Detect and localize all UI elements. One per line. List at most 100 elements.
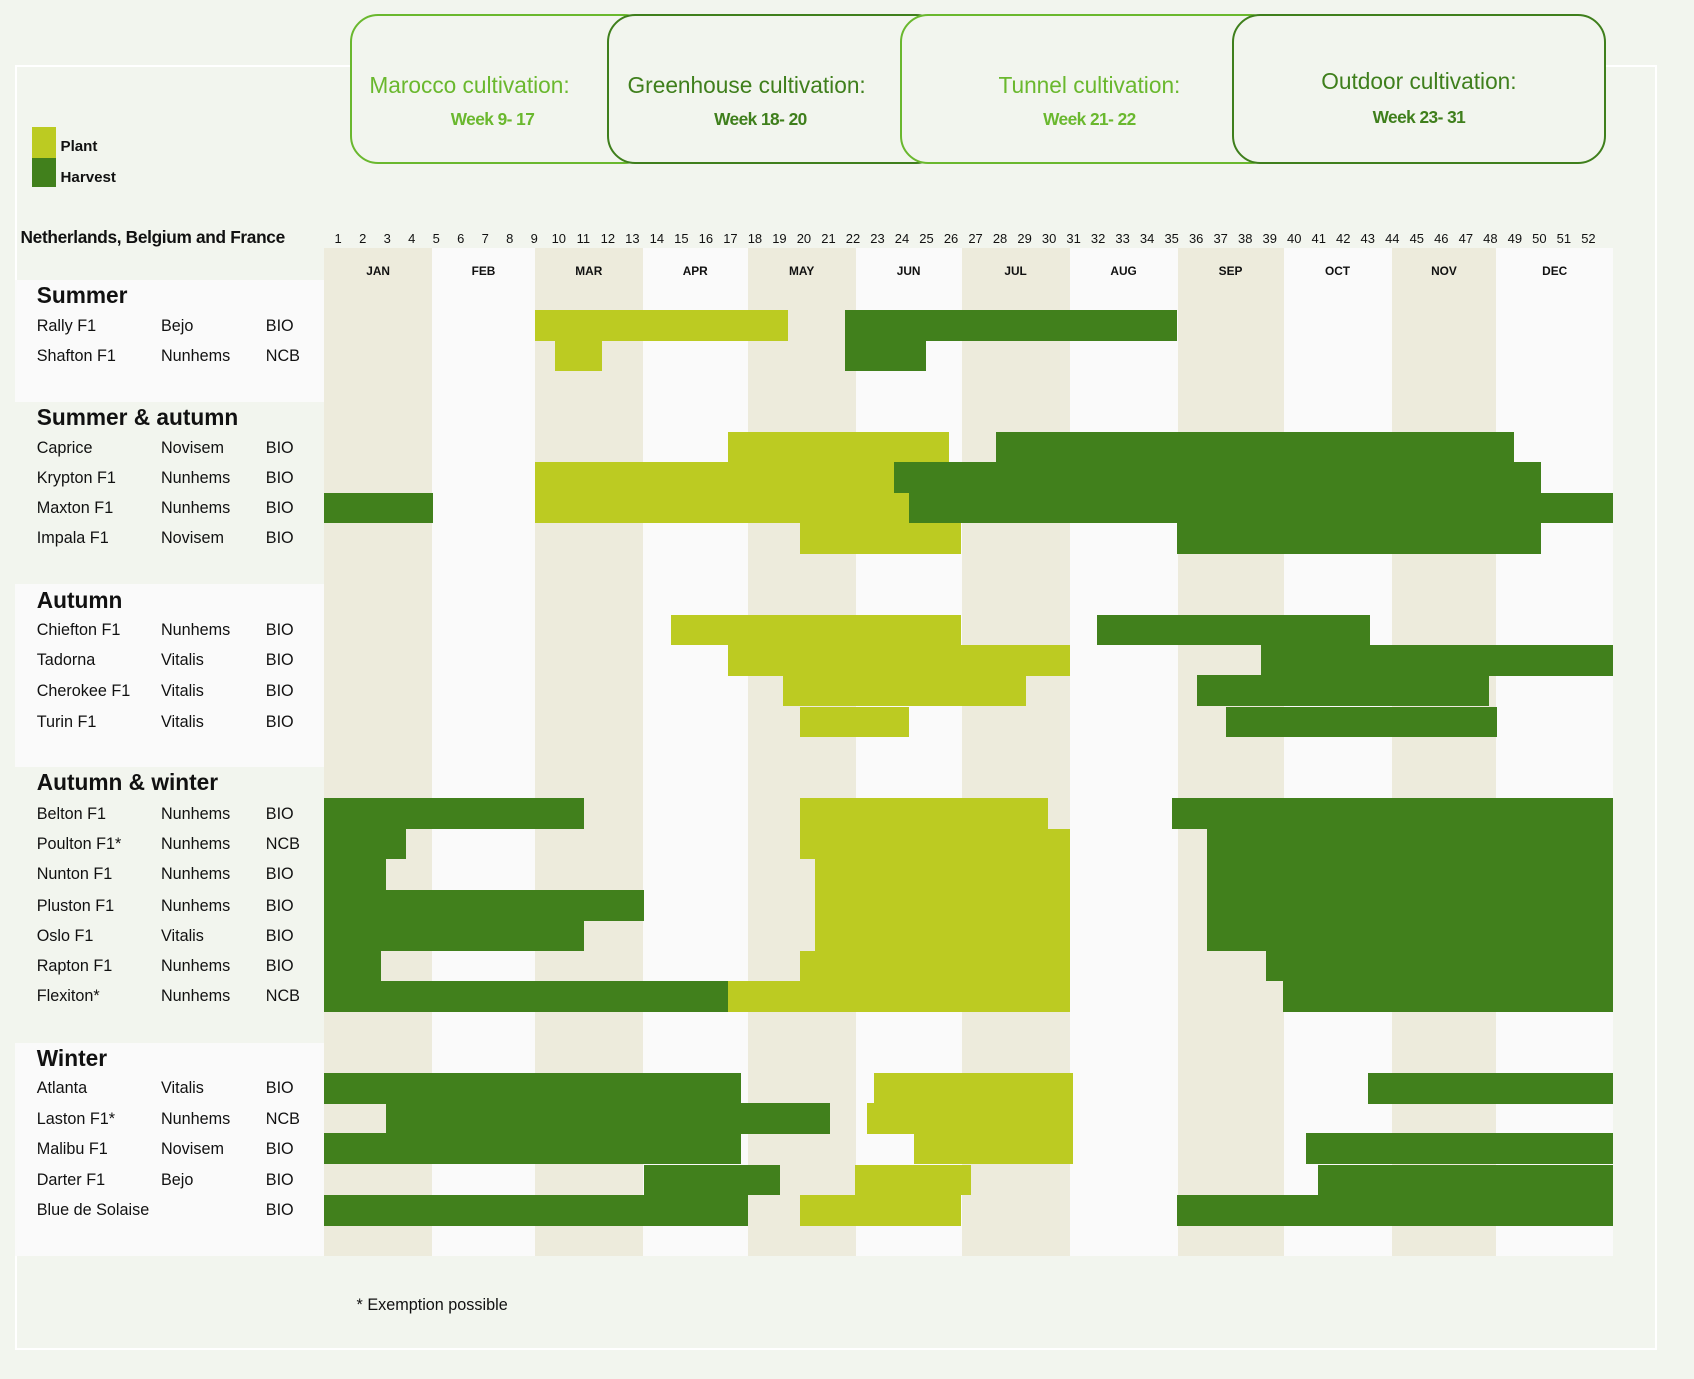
week-tick-label: 8 <box>506 231 514 247</box>
week-tick-label: 5 <box>432 231 440 247</box>
week-tick-label: 39 <box>1262 231 1277 247</box>
plant-bar <box>534 462 895 494</box>
certification-type: BIO <box>265 681 294 700</box>
plant-bar <box>800 1194 962 1226</box>
variety-name: Krypton F1 <box>36 468 116 487</box>
section-band <box>15 767 325 1043</box>
legend-plant-swatch <box>32 127 57 158</box>
harvest-bar <box>1261 644 1614 676</box>
plant-bar <box>800 828 1071 860</box>
harvest-bar <box>386 1103 830 1134</box>
legend-harvest-swatch <box>32 157 57 187</box>
month-column <box>1069 248 1178 1257</box>
week-tick-label: 45 <box>1409 231 1424 247</box>
month-label: MAR <box>575 263 603 278</box>
variety-name: Nunton F1 <box>36 865 113 884</box>
variety-name: Darter F1 <box>36 1171 106 1190</box>
plant-bar <box>814 858 1071 890</box>
supplier-name: Novisem <box>160 1139 224 1158</box>
week-tick-label: 27 <box>968 231 983 247</box>
week-tick-label: 29 <box>1017 231 1032 247</box>
plant-bar <box>866 1103 1073 1134</box>
cultivation-title: Marocco cultivation: <box>369 72 570 99</box>
week-tick-label: 21 <box>821 231 836 247</box>
harvest-bar <box>1196 675 1490 706</box>
month-column <box>1496 248 1614 1257</box>
week-tick-label: 35 <box>1164 231 1179 247</box>
certification-type: BIO <box>265 438 294 457</box>
plant-bar <box>854 1164 972 1196</box>
month-column <box>1391 248 1497 1257</box>
plant-bar <box>728 644 1071 676</box>
week-tick-label: 43 <box>1360 231 1375 247</box>
certification-type: BIO <box>265 957 294 976</box>
section-header: Winter <box>36 1044 108 1071</box>
harvest-bar <box>324 1072 741 1104</box>
supplier-name: Nunhems <box>160 835 231 854</box>
certification-type: BIO <box>265 804 294 823</box>
month-label: OCT <box>1324 263 1351 278</box>
section-band <box>15 584 325 768</box>
week-tick-label: 51 <box>1556 231 1572 247</box>
week-tick-label: 10 <box>551 231 566 247</box>
supplier-name: Nunhems <box>160 1109 231 1128</box>
cultivation-title: Tunnel cultivation: <box>998 72 1181 99</box>
supplier-name: Vitalis <box>160 681 204 700</box>
harvest-bar <box>1171 798 1614 830</box>
week-tick-label: 41 <box>1311 231 1326 247</box>
week-tick-label: 12 <box>600 231 616 247</box>
week-tick-label: 47 <box>1458 231 1474 247</box>
supplier-name: Vitalis <box>160 1079 204 1098</box>
week-tick-label: 24 <box>894 231 910 247</box>
certification-type: NCB <box>265 835 300 854</box>
supplier-name: Bejo <box>160 316 194 335</box>
week-tick-label: 20 <box>796 231 812 247</box>
harvest-bar <box>324 798 585 830</box>
week-tick-label: 25 <box>919 231 934 247</box>
harvest-bar <box>844 340 927 371</box>
variety-name: Atlanta <box>36 1079 88 1098</box>
harvest-bar <box>324 981 729 1012</box>
variety-name: Shafton F1 <box>36 346 116 365</box>
week-tick-label: 30 <box>1041 231 1057 247</box>
variety-name: Pluston F1 <box>36 896 115 915</box>
week-tick-label: 14 <box>649 231 665 247</box>
harvest-bar <box>324 858 387 890</box>
cultivation-weeks: Week 9- 17 <box>450 108 535 129</box>
certification-type: NCB <box>265 346 300 365</box>
supplier-name: Nunhems <box>160 804 231 823</box>
week-tick-label: 22 <box>845 231 861 247</box>
supplier-name: Novisem <box>160 438 224 457</box>
plant-bar <box>728 981 1071 1012</box>
harvest-bar <box>1206 858 1614 890</box>
variety-name: Tadorna <box>36 651 96 670</box>
plant-bar <box>800 950 1071 982</box>
section-header: Summer & autumn <box>36 404 239 431</box>
variety-name: Blue de Solaise <box>36 1201 150 1220</box>
week-tick-label: 32 <box>1090 231 1106 247</box>
certification-type: BIO <box>265 713 294 732</box>
harvest-bar <box>1305 1133 1614 1164</box>
supplier-name: Novisem <box>160 529 224 548</box>
supplier-name: Nunhems <box>160 957 231 976</box>
section-header: Summer <box>36 281 128 308</box>
variety-name: Malibu F1 <box>36 1139 108 1158</box>
harvest-bar <box>324 492 434 524</box>
week-tick-label: 1 <box>334 231 342 247</box>
week-tick-label: 23 <box>870 231 885 247</box>
supplier-name: Nunhems <box>160 499 231 518</box>
cultivation-box-4: Outdoor cultivation: Week 23- 31 <box>1231 14 1607 164</box>
plant-bar <box>782 675 1026 706</box>
legend-harvest-label: Harvest <box>60 168 116 186</box>
certification-type: BIO <box>265 865 294 884</box>
certification-type: BIO <box>265 499 294 518</box>
week-tick-label: 17 <box>723 231 738 247</box>
week-tick-label: 3 <box>383 231 391 247</box>
harvest-bar <box>894 462 1542 494</box>
week-tick-label: 38 <box>1237 231 1253 247</box>
harvest-bar <box>324 890 644 921</box>
footnote: * Exemption possible <box>356 1296 508 1315</box>
variety-name: Caprice <box>36 438 93 457</box>
week-tick-label: 9 <box>530 231 538 247</box>
supplier-name: Nunhems <box>160 896 231 915</box>
